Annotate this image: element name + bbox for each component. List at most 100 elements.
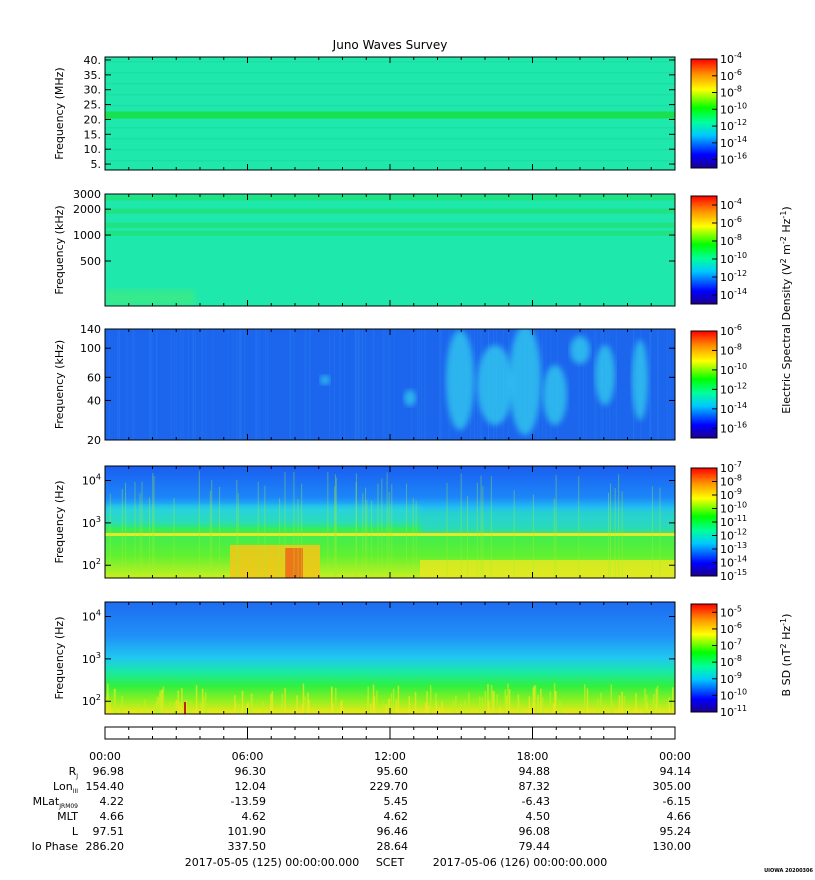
ephemeris-value: 305.00 — [653, 780, 692, 793]
y-tick-label: 500 — [80, 255, 101, 268]
y-tick-label: 30. — [84, 84, 102, 97]
footer-start-time: 2017-05-05 (125) 00:00:00.000 — [185, 856, 359, 869]
ephemeris-name: L — [72, 825, 79, 838]
ephemeris-value: 94.88 — [519, 765, 551, 778]
y-tick-label: 20 — [87, 434, 101, 447]
colorbar-2: 10-4 10-6 10-8 10-10 10-12 10-14 — [690, 195, 747, 305]
magnetic-colorbar-label: B SD (nT2 Hz-1) — [779, 614, 793, 697]
colorbar-5: 10-5 10-6 10-710-8 10-910-10 10-11 — [690, 603, 747, 719]
ephemeris-value: 4.62 — [384, 810, 409, 823]
ephemeris-value: -13.59 — [231, 795, 266, 808]
spectrogram-image — [105, 57, 675, 170]
y-tick-label: 5. — [91, 158, 102, 171]
colorbar-tick-label: 10-12 — [720, 381, 747, 396]
ephemeris-value: 154.40 — [86, 780, 125, 793]
colorbars: 10-410-610-810-1010-1210-1410-1610-410-6… — [690, 51, 747, 719]
time-label: 00:00 — [89, 750, 121, 763]
spectrogram-panel-1: 40. 35. 30. 25.20. 15. 10. 5. Frequency (MHz) — [53, 54, 676, 171]
colorbar-3: 10-6 10-8 10-10 10-12 10-14 10-16 — [690, 323, 747, 439]
ephemeris-value: 94.14 — [660, 765, 692, 778]
spectrogram-panel-2: 3000 2000 1000 500 Frequency (kHz) — [53, 188, 676, 307]
ephemeris-value: 97.51 — [93, 825, 125, 838]
time-axis: 00:00 06:00 12:00 18:00 00:00 — [89, 726, 691, 763]
y-tick-label: 104 — [82, 473, 101, 488]
ephemeris-name: RJ — [69, 765, 79, 780]
colorbar-tick-label: 10-14 — [720, 135, 747, 150]
y-tick-label: 1000 — [73, 229, 101, 242]
colorbar-gradient — [690, 195, 718, 305]
y-tick-label: 60 — [87, 371, 101, 384]
y-tick-label: 102 — [82, 557, 101, 572]
ephemeris-value: 4.50 — [526, 810, 551, 823]
colorbar-tick-label: 10-15 — [720, 568, 747, 583]
colorbar-tick-label: 10-12 — [720, 118, 747, 133]
y-tick-label: 100 — [80, 342, 101, 355]
colorbar-tick-label: 10-8 — [720, 654, 742, 669]
colorbar-tick-label: 10-8 — [720, 342, 742, 357]
colorbar-gradient — [690, 330, 718, 439]
colorbar-tick-label: 10-8 — [720, 233, 742, 248]
ephemeris-value: 96.46 — [377, 825, 409, 838]
colorbar-gradient — [690, 603, 718, 713]
y-axis-label: Frequency (kHz) — [53, 340, 66, 429]
time-label: 06:00 — [232, 750, 264, 763]
spectrogram-image — [105, 466, 675, 578]
y-tick-label: 35. — [84, 69, 102, 82]
electric-colorbar-label: Electric Spectral Density (V2 m-2 Hz-1) — [779, 206, 793, 413]
ephemeris-value: 79.44 — [519, 840, 551, 853]
colorbar-tick-label: 10-13 — [720, 541, 747, 556]
colorbar-tick-label: 10-5 — [720, 604, 742, 619]
colorbar-tick-label: 10-7 — [720, 638, 742, 653]
credit-label: UIOWA 20200306 — [764, 868, 813, 874]
ephemeris-name: LonIII — [53, 780, 78, 795]
y-tick-label: 40 — [87, 394, 101, 407]
ephemeris-value: 12.04 — [235, 780, 267, 793]
ephemeris-value: -6.43 — [522, 795, 550, 808]
ephemeris-value: 4.66 — [667, 810, 692, 823]
spectrogram-image — [105, 602, 675, 714]
colorbar-tick-label: 10-10 — [720, 501, 747, 516]
colorbar-gradient — [690, 58, 718, 169]
spectrogram-image — [105, 194, 675, 306]
y-tick-label: 102 — [82, 693, 101, 708]
spectrogram-image — [105, 329, 675, 440]
ephemeris-value: 96.98 — [93, 765, 125, 778]
ephemeris-value: 4.22 — [100, 795, 125, 808]
colorbar-tick-label: 10-6 — [720, 215, 742, 230]
footer-scet: SCET — [376, 856, 405, 869]
ephemeris-value: 28.64 — [377, 840, 409, 853]
spectrogram-panel-5: 104 103 102 Frequency (Hz) — [53, 601, 676, 715]
y-tick-label: 40. — [84, 54, 102, 67]
y-tick-label: 15. — [84, 128, 102, 141]
colorbar-tick-label: 10-6 — [720, 323, 742, 338]
footer-end-time: 2017-05-06 (126) 00:00:00.000 — [433, 856, 607, 869]
chart-title: Juno Waves Survey — [332, 38, 448, 52]
colorbar-tick-label: 10-12 — [720, 269, 747, 284]
y-tick-label: 10. — [84, 143, 102, 156]
colorbar-tick-label: 10-9 — [720, 671, 742, 686]
colorbar-tick-label: 10-6 — [720, 621, 742, 636]
ephemeris-value: 4.62 — [242, 810, 267, 823]
y-axis-label: Frequency (Hz) — [53, 617, 66, 700]
colorbar-tick-label: 10-10 — [720, 687, 747, 702]
colorbar-tick-label: 10-10 — [720, 362, 747, 377]
time-label: 12:00 — [374, 750, 406, 763]
colorbar-tick-label: 10-16 — [720, 152, 747, 167]
colorbar-tick-label: 10-11 — [720, 704, 747, 719]
ephemeris-value: 5.45 — [384, 795, 409, 808]
y-tick-label: 3000 — [73, 188, 101, 201]
colorbar-tick-label: 10-4 — [720, 197, 742, 212]
colorbar-tick-label: 10-14 — [720, 401, 747, 416]
ephemeris-name: MLT — [57, 810, 78, 823]
y-tick-label: 140 — [80, 323, 101, 336]
ephemeris-value: 95.24 — [660, 825, 692, 838]
colorbar-tick-label: 10-12 — [720, 528, 747, 543]
ephemeris-table: RJ 96.98 96.30 95.60 94.88 94.14 LonIII 154.40 1… — [32, 765, 691, 853]
time-label: 00:00 — [659, 750, 691, 763]
y-tick-label: 104 — [82, 609, 101, 624]
y-axis-label: Frequency (kHz) — [53, 205, 66, 294]
ephemeris-name: Io Phase — [32, 840, 79, 853]
y-tick-label: 20. — [84, 113, 102, 126]
colorbar-4: 10-710-810-910-1010-1110-1210-1310-1410-… — [690, 460, 747, 583]
